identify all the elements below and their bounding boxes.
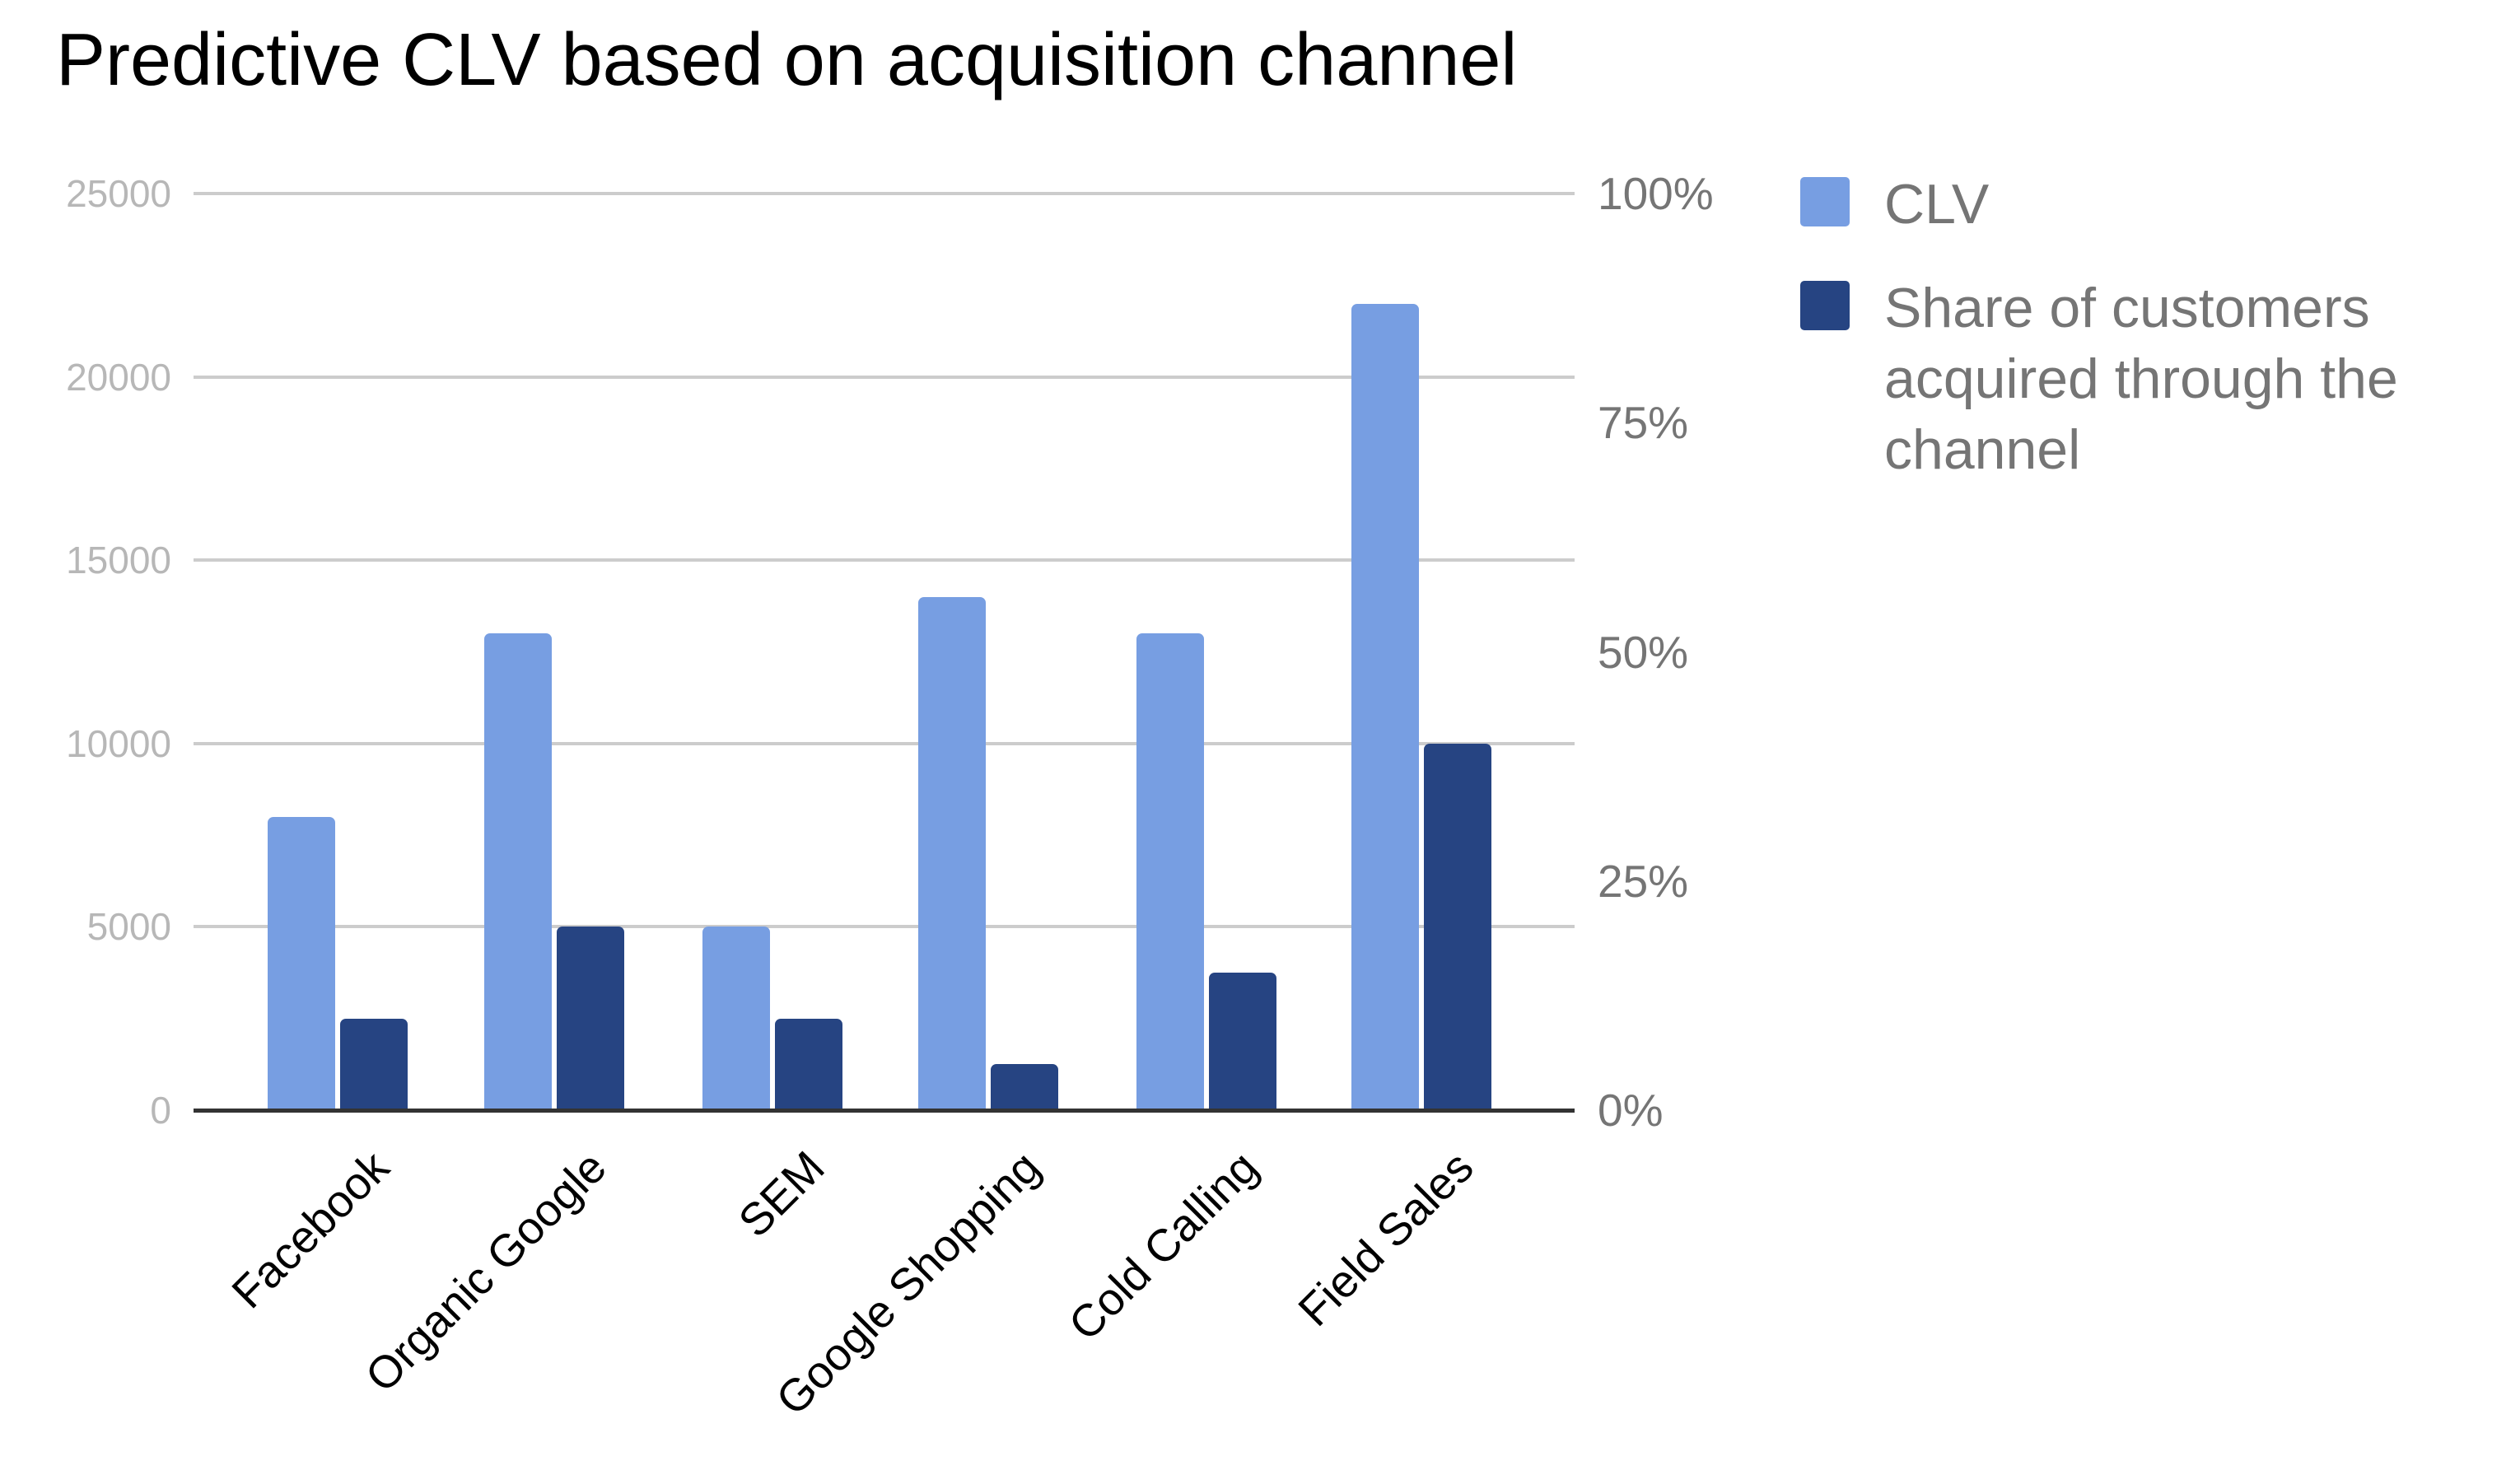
bar-share[interactable] <box>991 1064 1058 1110</box>
y-axis-tick-label: 20000 <box>66 355 171 399</box>
y2-axis-tick-label: 100% <box>1598 168 1714 219</box>
legend: CLV Share of customers acquired through … <box>1800 169 2461 518</box>
bar-clv[interactable] <box>918 596 986 1110</box>
gridline <box>194 558 1575 562</box>
gridline <box>194 375 1575 379</box>
bar-clv[interactable] <box>1136 633 1204 1110</box>
x-axis-tick-label: Cold Calling <box>1059 1141 1268 1351</box>
x-axis-tick-label: Facebook <box>222 1141 399 1319</box>
gridline <box>194 192 1575 195</box>
bar-share[interactable] <box>775 1018 842 1110</box>
legend-swatch-clv <box>1800 177 1850 226</box>
y-axis-tick-label: 0 <box>150 1089 171 1132</box>
x-axis-tick-label: Field Sales <box>1288 1141 1483 1336</box>
y-axis-tick-label: 5000 <box>86 905 171 949</box>
legend-label: CLV <box>1884 173 1990 236</box>
y2-axis-tick-label: 50% <box>1598 626 1689 678</box>
bar-share[interactable] <box>340 1018 408 1110</box>
bar-clv[interactable] <box>268 816 335 1110</box>
y-axis-tick-label: 10000 <box>66 721 171 765</box>
chart-title: Predictive CLV based on acquisition chan… <box>56 19 1518 101</box>
legend-item-share[interactable]: Share of customers acquired through the … <box>1800 273 2461 485</box>
bar-share[interactable] <box>1424 743 1491 1110</box>
x-axis-tick-label: SEM <box>728 1141 834 1247</box>
y-axis-tick-label: 25000 <box>66 172 171 215</box>
bar-share[interactable] <box>1209 973 1276 1110</box>
bar-share[interactable] <box>557 927 624 1110</box>
y2-axis-tick-label: 0% <box>1598 1085 1664 1136</box>
y-axis-tick-label: 15000 <box>66 539 171 582</box>
y2-axis-tick-label: 75% <box>1598 397 1689 449</box>
bar-clv[interactable] <box>702 927 770 1110</box>
legend-swatch-share <box>1800 281 1850 330</box>
legend-item-clv[interactable]: CLV <box>1800 169 2461 240</box>
gridline <box>194 925 1575 929</box>
y2-axis-tick-label: 25% <box>1598 855 1689 907</box>
x-axis-baseline <box>194 1109 1575 1113</box>
bar-clv[interactable] <box>484 633 552 1110</box>
bar-clv[interactable] <box>1351 303 1419 1110</box>
legend-label: Share of customers acquired through the … <box>1884 277 2398 481</box>
gridline <box>194 741 1575 745</box>
